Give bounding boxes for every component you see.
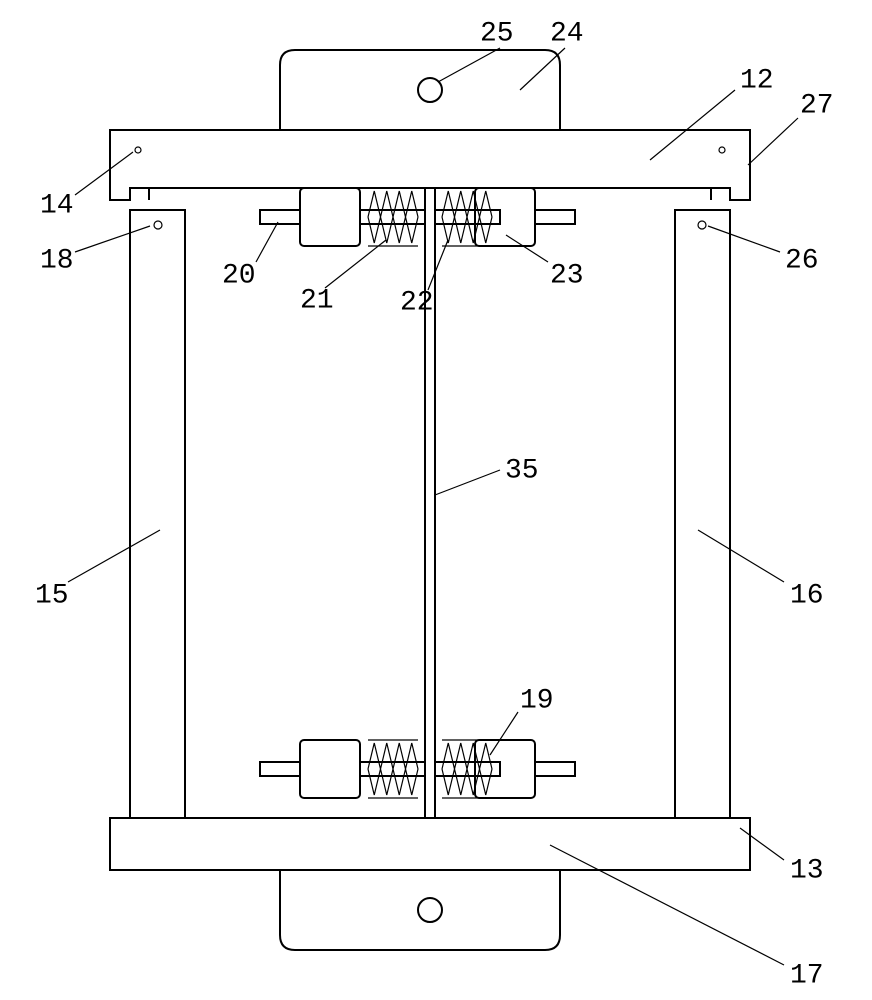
leader-27 <box>748 118 798 165</box>
roller-assembly-lower <box>260 740 575 798</box>
leader-26 <box>708 226 780 252</box>
label-19: 19 <box>520 685 554 716</box>
leader-15 <box>68 530 160 582</box>
left-post-pin <box>154 221 162 229</box>
leader-20 <box>256 222 278 262</box>
right-post <box>675 210 730 818</box>
label-25: 25 <box>480 18 514 49</box>
label-17: 17 <box>790 960 824 991</box>
leader-14 <box>75 152 133 195</box>
leader-25 <box>438 48 500 82</box>
label-26: 26 <box>785 245 819 276</box>
leader-21 <box>325 240 386 288</box>
leader-22 <box>428 240 448 290</box>
leader-35 <box>435 470 500 495</box>
top-bar <box>110 130 750 200</box>
label-13: 13 <box>790 855 824 886</box>
label-23: 23 <box>550 260 584 291</box>
label-24: 24 <box>550 18 584 49</box>
roller-assembly-upper <box>260 188 575 246</box>
hook-left-pin <box>135 147 141 153</box>
label-18: 18 <box>40 245 74 276</box>
label-21: 21 <box>300 285 334 316</box>
leader-24 <box>520 48 565 90</box>
label-15: 15 <box>35 580 69 611</box>
label-14: 14 <box>40 190 74 221</box>
center-bar <box>425 188 435 818</box>
leader-16 <box>698 530 784 582</box>
leader-23 <box>506 235 548 262</box>
label-27: 27 <box>800 90 834 121</box>
leader-12 <box>650 90 735 160</box>
left-post <box>130 210 185 818</box>
leader-17 <box>550 845 784 965</box>
right-post-pin <box>698 221 706 229</box>
label-22: 22 <box>400 287 434 318</box>
label-12: 12 <box>740 65 774 96</box>
leader-18 <box>75 226 150 252</box>
top-tab <box>280 50 560 130</box>
label-16: 16 <box>790 580 824 611</box>
label-20: 20 <box>222 260 256 291</box>
hook-right-pin <box>719 147 725 153</box>
bottom-tab-hole <box>418 898 442 922</box>
bottom-tab <box>280 870 560 950</box>
leader-19 <box>490 712 518 755</box>
bottom-bar <box>110 818 750 870</box>
leader-13 <box>740 828 784 860</box>
label-35: 35 <box>505 455 539 486</box>
